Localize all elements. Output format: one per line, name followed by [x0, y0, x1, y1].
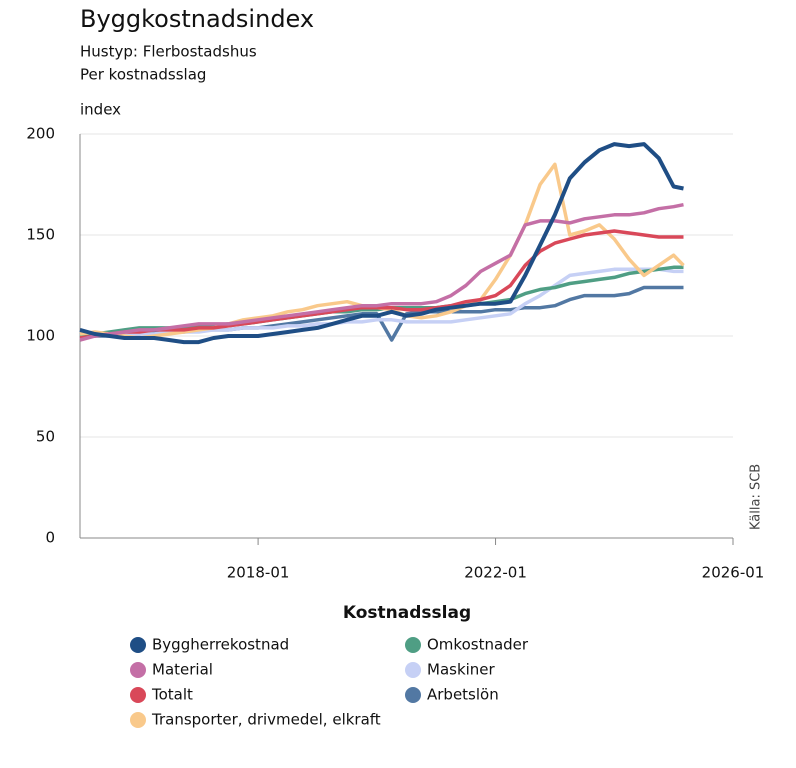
legend-marker	[405, 662, 421, 678]
y-tick-label: 50	[36, 428, 55, 446]
series-line	[79, 229, 684, 340]
series-line	[79, 142, 684, 345]
legend-marker	[130, 662, 146, 678]
legend-label: Maskiner	[427, 661, 496, 679]
legend-marker	[130, 687, 146, 703]
y-tick-label: 150	[26, 226, 55, 244]
y-tick-label: 200	[26, 125, 55, 143]
legend-label: Arbetslön	[427, 686, 499, 704]
x-tick-label: 2026-01	[702, 564, 765, 582]
chart-title: Byggkostnadsindex	[80, 5, 314, 33]
legend-title: Kostnadsslag	[343, 603, 471, 623]
legend-marker	[130, 712, 146, 728]
chart-subtitle: Hustyp: Flerbostadshus	[80, 43, 257, 61]
legend-label: Totalt	[151, 686, 193, 704]
legend-label: Material	[152, 661, 213, 679]
legend-label: Transporter, drivmedel, elkraft	[151, 711, 381, 729]
y-axis-label: index	[80, 101, 121, 119]
chart-subtitle: Per kostnadsslag	[80, 66, 206, 84]
series-line	[79, 202, 684, 342]
y-tick-label: 100	[26, 327, 55, 345]
legend-label: Omkostnader	[427, 636, 529, 654]
y-tick-label: 0	[45, 529, 55, 547]
legend-label: Byggherrekostnad	[152, 636, 289, 654]
x-tick-label: 2018-01	[227, 564, 290, 582]
legend-marker	[405, 637, 421, 653]
series-line	[79, 162, 685, 340]
x-tick-label: 2022-01	[464, 564, 527, 582]
legend-marker	[130, 637, 146, 653]
legend-marker	[405, 687, 421, 703]
source: Källa: SCB	[749, 464, 764, 530]
